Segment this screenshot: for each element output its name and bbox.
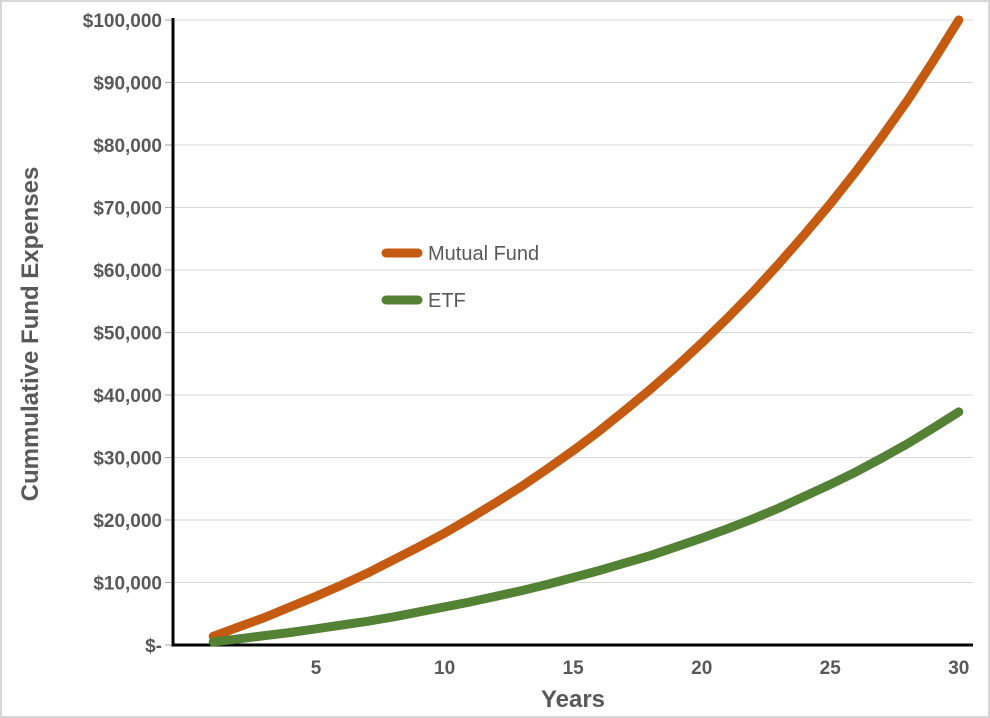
y-tick-label: $70,000	[93, 199, 162, 220]
series-line-etf	[208, 407, 964, 647]
legend-label-etf: ETF	[428, 290, 466, 312]
x-tick-label: 20	[691, 658, 712, 679]
y-tick-label: $10,000	[93, 574, 162, 595]
gridlines	[165, 19, 973, 646]
series-lines	[208, 15, 964, 647]
x-axis-tick-labels: 5 10 15 20 25 30	[311, 658, 970, 679]
y-tick-label: $90,000	[93, 74, 162, 95]
y-tick-label: $40,000	[93, 386, 162, 407]
y-tick-label: $50,000	[93, 324, 162, 345]
y-tick-label: $-	[145, 636, 162, 657]
axis-lines	[171, 18, 973, 647]
y-axis-title: Cummulative Fund Expenses	[17, 167, 44, 502]
legend-label-mutual-fund: Mutual Fund	[428, 243, 539, 265]
y-tick-label: $60,000	[93, 261, 162, 282]
x-tick-label: 30	[948, 658, 969, 679]
x-tick-label: 10	[434, 658, 455, 679]
y-tick-label: $20,000	[93, 511, 162, 532]
legend: Mutual Fund ETF	[381, 243, 539, 312]
x-tick-label: 25	[820, 658, 842, 679]
x-axis-title: Years	[541, 686, 605, 713]
series-line-mutual-fund	[208, 15, 964, 641]
x-tick-label: 5	[311, 658, 322, 679]
y-tick-label: $80,000	[93, 136, 162, 157]
y-axis-tick-labels: $- $10,000 $20,000 $30,000 $40,000 $50,000 $60…	[83, 11, 162, 657]
y-tick-label: $30,000	[93, 449, 162, 470]
y-tick-label: $100,000	[83, 11, 162, 32]
x-tick-label: 15	[563, 658, 585, 679]
